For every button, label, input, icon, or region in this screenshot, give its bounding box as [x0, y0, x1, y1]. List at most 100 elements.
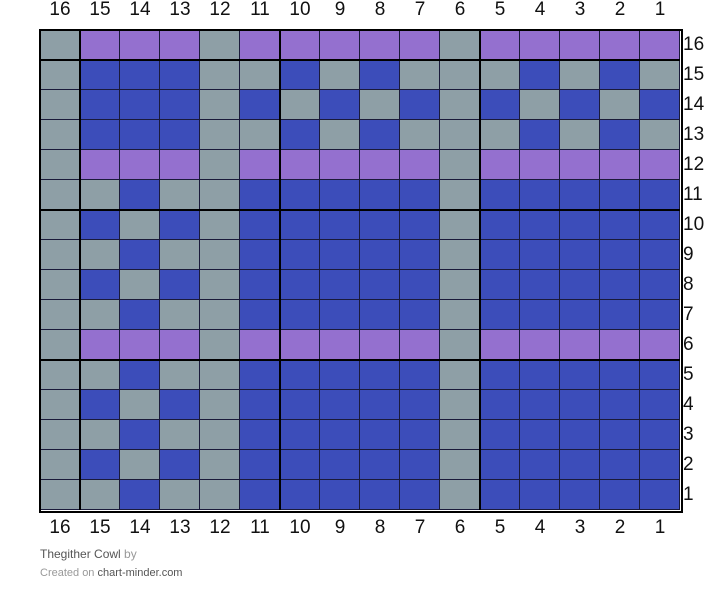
chart-cell-blue: [80, 390, 120, 420]
chart-cell-grey: [200, 360, 240, 390]
chart-cell-grey: [120, 210, 160, 240]
chart-cell-grey: [200, 180, 240, 210]
major-gridline-vertical: [79, 30, 81, 510]
chart-cell-grey: [40, 30, 80, 60]
chart-cell-purple: [80, 330, 120, 360]
major-gridline-horizontal: [40, 59, 680, 61]
chart-cell-blue: [360, 270, 400, 300]
chart-cell-blue: [360, 300, 400, 330]
chart-cell-blue: [400, 90, 440, 120]
column-number: 7: [414, 0, 426, 20]
chart-cell-grey: [440, 120, 480, 150]
chart-cell-blue: [560, 450, 600, 480]
major-gridline-vertical: [279, 30, 281, 510]
chart-cell-blue: [280, 360, 320, 390]
chart-cell-blue: [360, 390, 400, 420]
chart-cell-blue: [240, 90, 280, 120]
chart-cell-blue: [160, 210, 200, 240]
chart-cell-blue: [80, 450, 120, 480]
chart-cell-grey: [440, 30, 480, 60]
chart-cell-grey: [440, 360, 480, 390]
row-number: 4: [683, 394, 694, 415]
site-link[interactable]: chart-minder.com: [97, 567, 183, 579]
chart-cell-purple: [320, 150, 360, 180]
chart-cell-grey: [80, 300, 120, 330]
column-number: 6: [454, 517, 466, 538]
chart-cell-blue: [520, 270, 560, 300]
chart-cell-purple: [280, 330, 320, 360]
chart-cell-blue: [600, 180, 640, 210]
column-number: 2: [614, 0, 626, 20]
chart-cell-grey: [200, 420, 240, 450]
chart-cell-grey: [80, 480, 120, 510]
chart-cell-blue: [120, 60, 160, 90]
chart-cell-blue: [520, 180, 560, 210]
chart-cell-blue: [480, 390, 520, 420]
chart-cell-grey: [640, 120, 680, 150]
row-number: 13: [683, 124, 705, 145]
chart-cell-blue: [640, 210, 680, 240]
chart-cell-grey: [200, 30, 240, 60]
column-number: 16: [49, 517, 71, 538]
chart-cell-blue: [280, 390, 320, 420]
chart-cell-grey: [400, 60, 440, 90]
chart-cell-blue: [320, 210, 360, 240]
chart-cell-grey: [440, 210, 480, 240]
row-number: 6: [683, 334, 694, 355]
chart-cell-grey: [200, 390, 240, 420]
chart-cell-grey: [200, 240, 240, 270]
column-number: 8: [374, 0, 386, 20]
chart-cell-blue: [80, 270, 120, 300]
column-number: 12: [209, 517, 231, 538]
column-number: 10: [289, 0, 311, 20]
column-number: 13: [169, 0, 191, 20]
chart-cell-blue: [480, 90, 520, 120]
chart-cell-blue: [520, 390, 560, 420]
chart-cell-grey: [440, 450, 480, 480]
knitting-chart-grid: [39, 29, 683, 513]
chart-cell-purple: [80, 30, 120, 60]
chart-cell-blue: [600, 450, 640, 480]
chart-cell-grey: [200, 270, 240, 300]
chart-cell-blue: [240, 420, 280, 450]
chart-cell-blue: [600, 360, 640, 390]
chart-cell-blue: [360, 450, 400, 480]
chart-cell-grey: [200, 60, 240, 90]
chart-cell-grey: [160, 360, 200, 390]
chart-cell-purple: [600, 330, 640, 360]
chart-cell-grey: [200, 480, 240, 510]
column-number: 15: [89, 517, 111, 538]
chart-cell-blue: [600, 390, 640, 420]
column-number: 4: [534, 0, 546, 20]
chart-cell-purple: [400, 30, 440, 60]
column-numbers-top: 16 15 14 13 12 11 10 9 8 7 6 5 4 3 2 1: [40, 0, 680, 20]
chart-cell-purple: [520, 30, 560, 60]
row-number: 12: [683, 154, 705, 175]
column-number: 13: [169, 517, 191, 538]
chart-cell-blue: [560, 420, 600, 450]
chart-cell-blue: [120, 300, 160, 330]
chart-cell-blue: [280, 420, 320, 450]
chart-cell-grey: [120, 390, 160, 420]
chart-cell-grey: [80, 360, 120, 390]
chart-cell-grey: [80, 180, 120, 210]
chart-cell-grey: [320, 120, 360, 150]
chart-cell-blue: [240, 480, 280, 510]
chart-cell-purple: [320, 30, 360, 60]
chart-cell-blue: [80, 90, 120, 120]
chart-cell-blue: [160, 90, 200, 120]
chart-cell-grey: [560, 60, 600, 90]
chart-cell-blue: [280, 60, 320, 90]
chart-cell-blue: [480, 360, 520, 390]
chart-cell-purple: [560, 150, 600, 180]
row-number: 2: [683, 454, 694, 475]
chart-cell-purple: [640, 30, 680, 60]
chart-cell-blue: [640, 480, 680, 510]
chart-cell-blue: [280, 480, 320, 510]
chart-cell-grey: [440, 180, 480, 210]
row-number: 8: [683, 274, 694, 295]
chart-cell-blue: [240, 450, 280, 480]
column-number: 3: [574, 0, 586, 20]
chart-cell-grey: [160, 420, 200, 450]
chart-cell-grey: [440, 270, 480, 300]
